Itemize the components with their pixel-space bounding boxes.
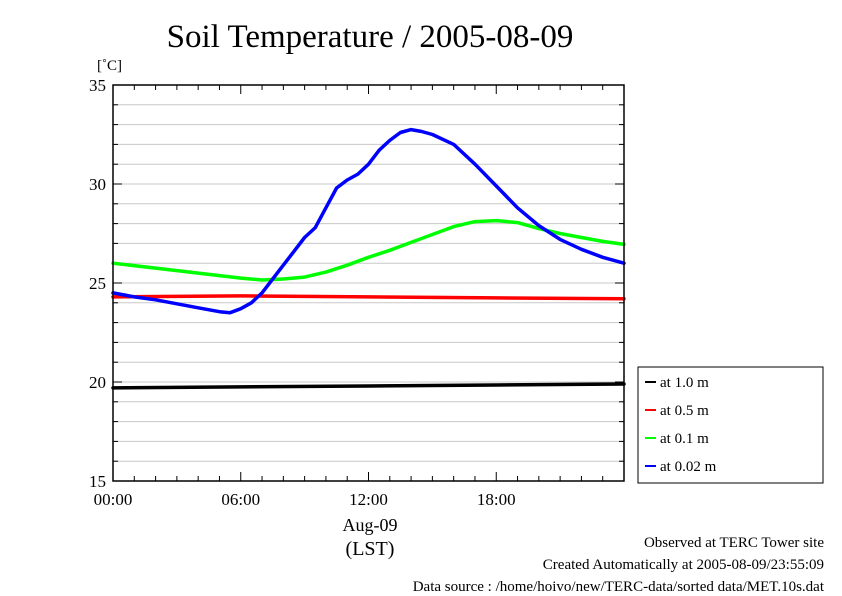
series-layer [111, 127, 626, 390]
y-axis-label: [˚C] [97, 58, 122, 74]
series-line [111, 382, 626, 390]
legend-label: at 0.1 m [660, 431, 709, 447]
plot-frame [112, 84, 625, 482]
series-line [111, 127, 626, 315]
series-line [111, 294, 626, 301]
legend-label: at 0.02 m [660, 459, 717, 475]
footer-source: Data source : /home/hoivo/new/TERC-data/… [412, 579, 824, 595]
legend-label: at 0.5 m [660, 403, 709, 419]
chart-title: Soil Temperature / 2005-08-09 [167, 19, 574, 55]
y-tick-label: 30 [89, 175, 106, 194]
x-tick-label: 18:00 [477, 490, 516, 509]
x-tick-label: 06:00 [221, 490, 260, 509]
x-tick-label: 00:00 [94, 490, 133, 509]
y-tick-label: 25 [89, 274, 106, 293]
grid [113, 104, 624, 462]
y-tick-label: 15 [89, 472, 106, 491]
y-tick-labels: 15 20 25 30 35 [89, 76, 106, 491]
x-axis-label: (LST) [346, 538, 395, 560]
x-tick-labels: 00:00 06:00 12:00 18:00 [94, 490, 516, 509]
footer-created: Created Automatically at 2005-08-09/23:5… [542, 557, 824, 573]
legend-label: at 1.0 m [660, 375, 709, 391]
y-tick-label: 20 [89, 373, 106, 392]
footer-observed: Observed at TERC Tower site [643, 535, 824, 551]
legend-frame [637, 366, 824, 484]
x-tick-label: 12:00 [349, 490, 388, 509]
legend: at 1.0 m at 0.5 m at 0.1 m at 0.02 m [637, 366, 824, 484]
y-tick-label: 35 [89, 76, 106, 95]
x-date-label: Aug-09 [343, 515, 398, 535]
